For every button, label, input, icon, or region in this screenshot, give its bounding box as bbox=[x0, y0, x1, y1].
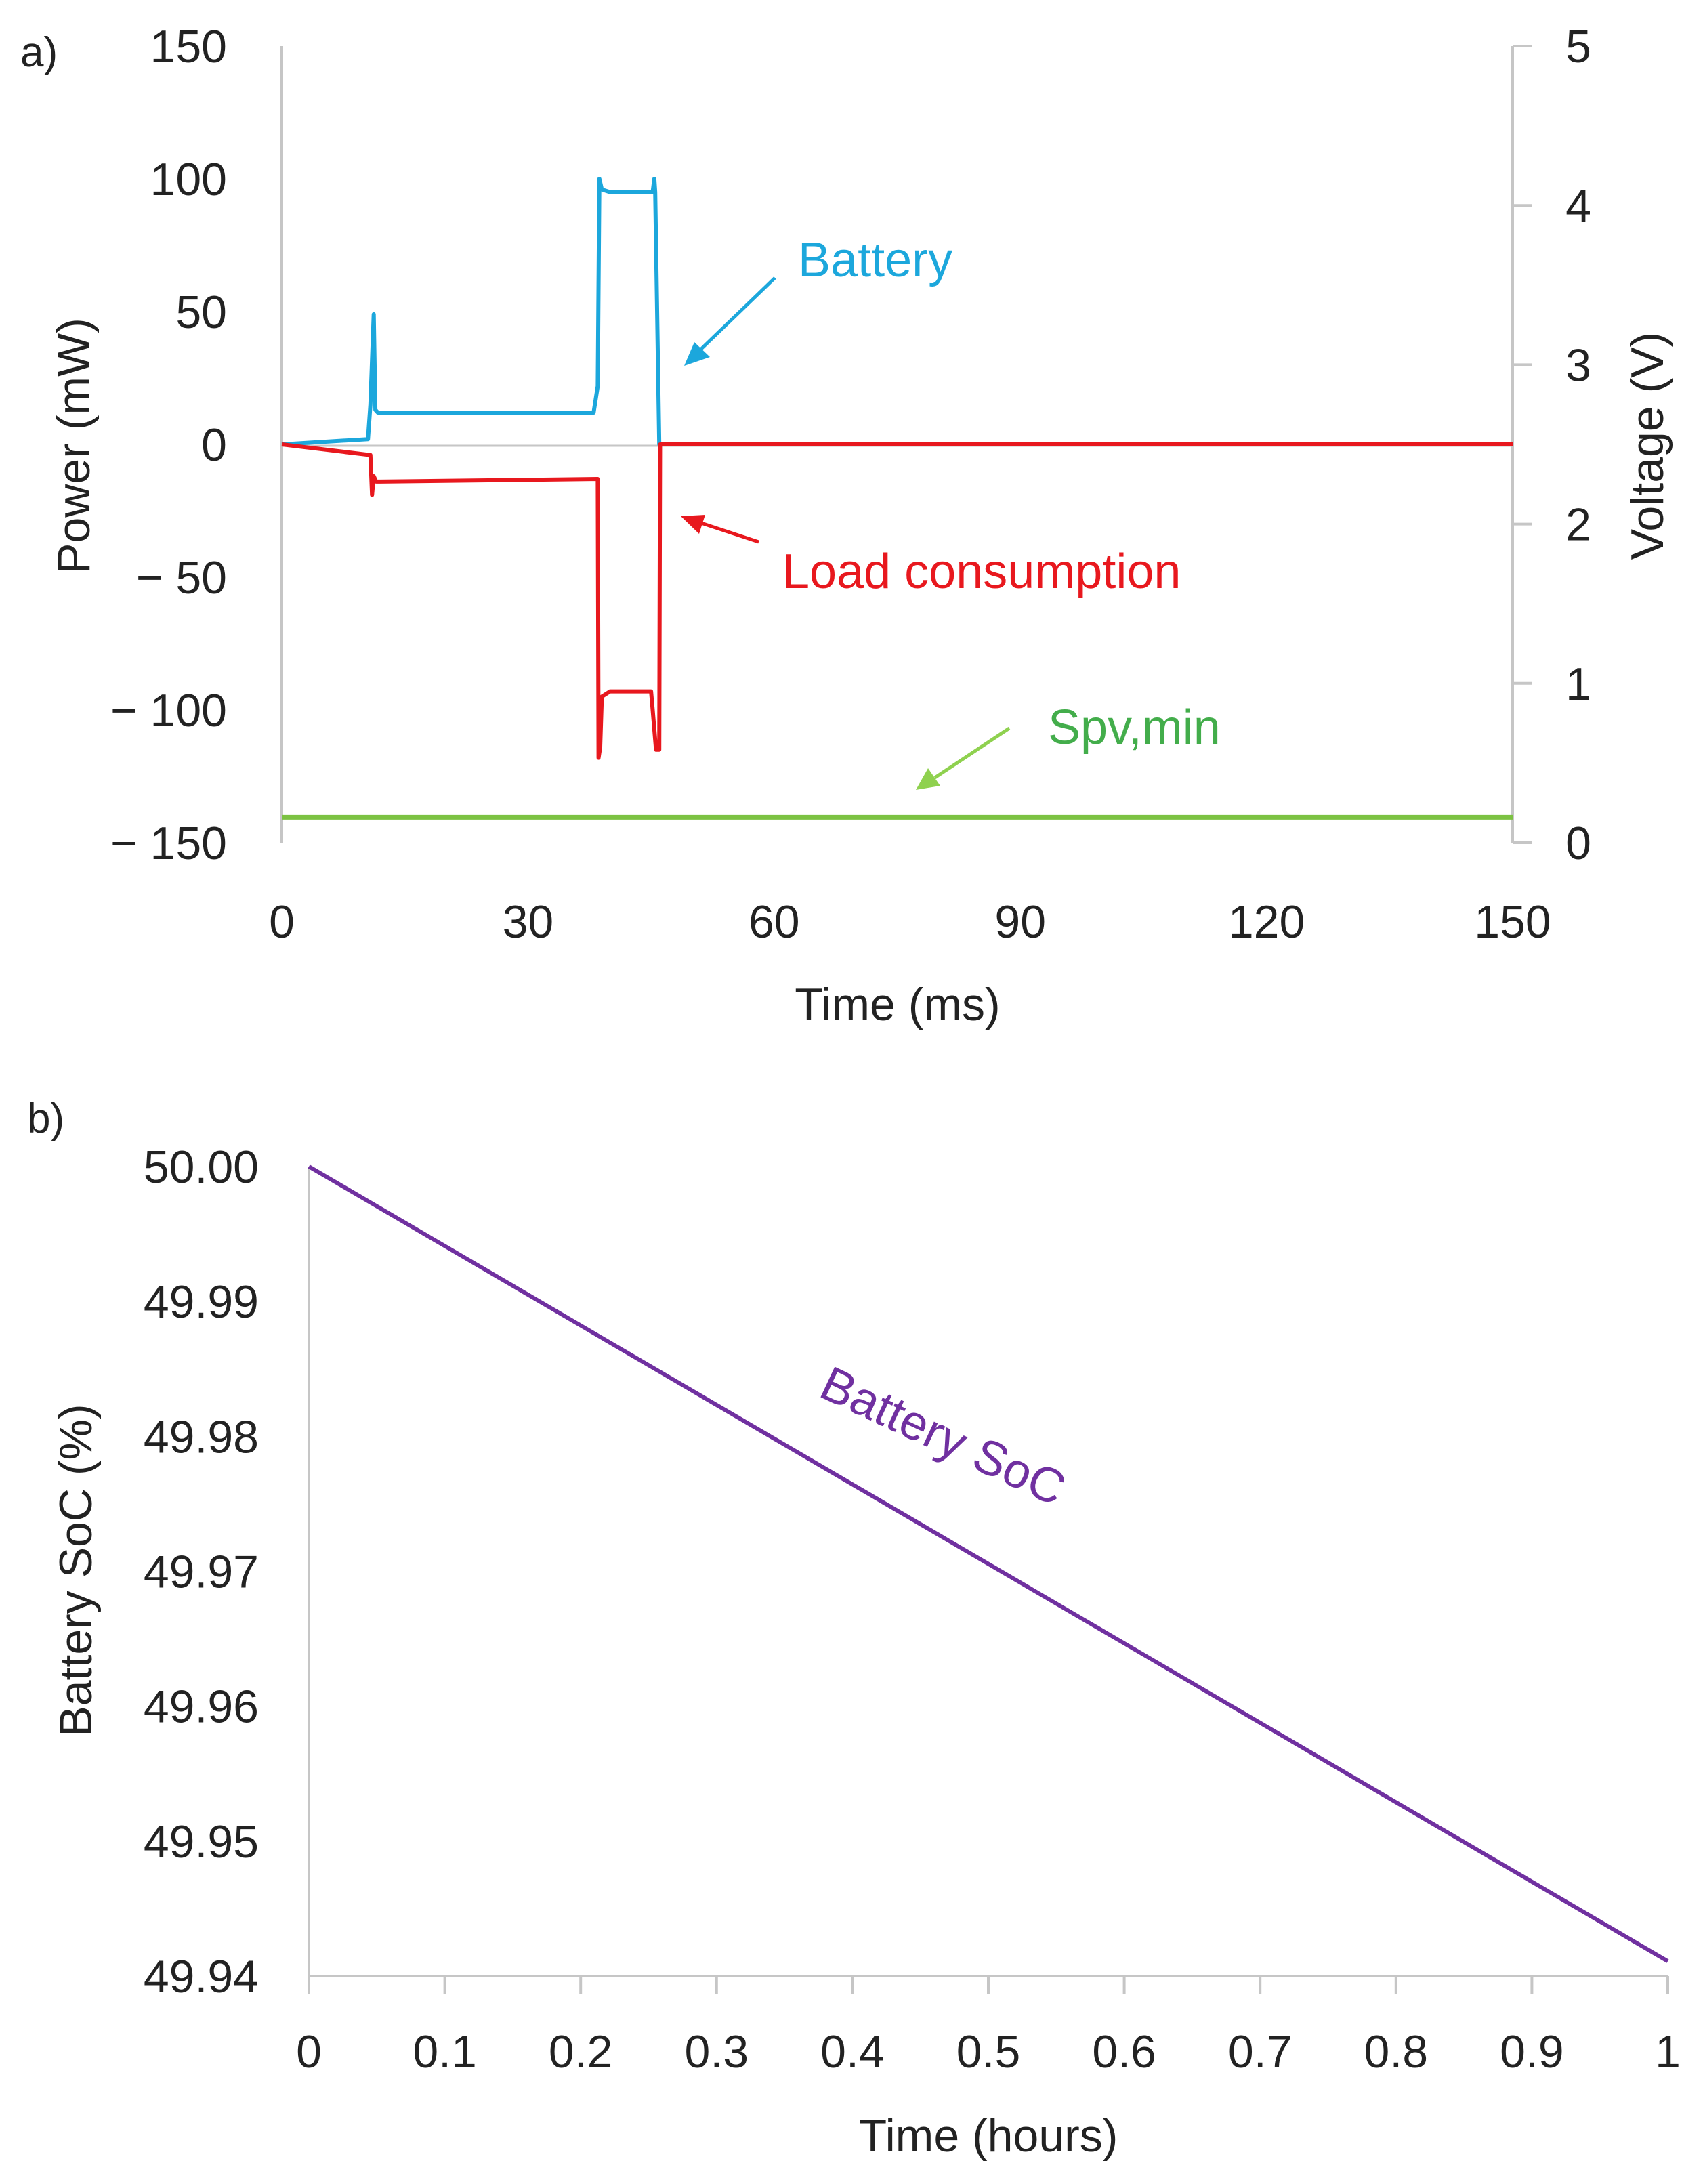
battery-arrowhead bbox=[684, 342, 710, 366]
panel-a-y-tick-label: − 50 bbox=[136, 552, 227, 604]
panel-b-x-ticks: 0 0.1 0.2 0.3 0.4 0.5 0.6 0.7 0.8 0.9 1 bbox=[296, 1976, 1681, 2078]
panel-a-y-axis-title: Power (mW) bbox=[48, 318, 100, 574]
panel-a-y-tick-label: 0 bbox=[201, 419, 227, 471]
panel-a-y-tick-label: 150 bbox=[150, 21, 227, 72]
panel-b-x-tick-label: 0.8 bbox=[1364, 2026, 1429, 2078]
panel-b-x-tick-label: 0.7 bbox=[1228, 2026, 1292, 2078]
battery-soc-annotation: Battery SoC bbox=[812, 1356, 1074, 1517]
panel-b-x-tick-label: 0.9 bbox=[1500, 2026, 1564, 2078]
panel-b-x-tick-label: 0.3 bbox=[685, 2026, 749, 2078]
panel-b-x-tick-label: 0.1 bbox=[413, 2026, 477, 2078]
panel-a-x-tick-label: 30 bbox=[503, 896, 554, 948]
panel-a-y2-tick-label: 2 bbox=[1565, 499, 1591, 551]
panel-a-power-chart: a) 150 100 50 0 − 50 − 100 − 150 5 4 3 2 1 0 0 30 60 9… bbox=[20, 21, 1673, 1030]
panel-a-y2-tick-label: 3 bbox=[1565, 339, 1591, 391]
panel-a-x-tick-label: 150 bbox=[1474, 896, 1551, 948]
series-line-battery bbox=[281, 177, 1513, 446]
panel-b-y-tick-label: 49.97 bbox=[144, 1547, 259, 1598]
panel-a-y-tick-label: 100 bbox=[150, 154, 227, 205]
panel-b-y-tick-label: 50.00 bbox=[144, 1141, 259, 1193]
panel-a-x-tick-label: 60 bbox=[749, 896, 800, 948]
panel-a-y2-tick-label: 5 bbox=[1565, 21, 1591, 72]
panel-a-y2-axis-title: Voltage (V) bbox=[1622, 332, 1673, 560]
load-consumption-arrowhead bbox=[681, 515, 705, 534]
panel-b-y-ticks: 50.00 49.99 49.98 49.97 49.96 49.95 49.94 bbox=[144, 1141, 259, 2002]
panel-b-x-tick-label: 1 bbox=[1655, 2026, 1681, 2078]
spv-min-annotation: Spv,min bbox=[1048, 700, 1221, 755]
panel-b-label: b) bbox=[27, 1095, 64, 1142]
panel-b-x-tick-label: 0.2 bbox=[549, 2026, 613, 2078]
panel-b-x-tick-label: 0 bbox=[296, 2026, 322, 2078]
panel-b-series bbox=[308, 1164, 1669, 1963]
spv-min-arrow bbox=[933, 726, 1011, 780]
panel-a-y2-ticks: 5 4 3 2 1 0 bbox=[1513, 21, 1591, 869]
load-consumption-arrow bbox=[700, 521, 759, 544]
panel-b-y-tick-label: 49.99 bbox=[144, 1276, 259, 1328]
panel-a-y2-tick-label: 1 bbox=[1565, 658, 1591, 710]
panel-b-x-tick-label: 0.4 bbox=[820, 2026, 885, 2078]
series-line-battery-soc bbox=[308, 1164, 1669, 1963]
panel-b-x-tick-label: 0.6 bbox=[1092, 2026, 1156, 2078]
panel-b-y-tick-label: 49.98 bbox=[144, 1411, 259, 1463]
panel-a-x-tick-label: 90 bbox=[994, 896, 1046, 948]
panel-b-soc-chart: b) 50.00 49.99 49.98 49.97 49.96 49.95 49.94 0… bbox=[27, 1095, 1681, 2162]
battery-arrow bbox=[696, 276, 776, 354]
panel-a-y-ticks: 150 100 50 0 − 50 − 100 − 150 bbox=[110, 21, 227, 869]
load-consumption-annotation: Load consumption bbox=[782, 545, 1181, 599]
spv-min-arrowhead bbox=[916, 768, 940, 790]
panel-b-y-tick-label: 49.96 bbox=[144, 1681, 259, 1733]
panel-a-label: a) bbox=[20, 29, 58, 76]
panel-a-y2-tick-label: 0 bbox=[1565, 818, 1591, 869]
panel-a-x-tick-label: 0 bbox=[269, 896, 295, 948]
panel-a-x-tick-label: 120 bbox=[1228, 896, 1305, 948]
battery-annotation: Battery bbox=[798, 233, 952, 287]
panel-a-x-ticks: 0 30 60 90 120 150 bbox=[269, 896, 1551, 948]
panel-b-y-tick-label: 49.95 bbox=[144, 1816, 259, 1868]
panel-a-series bbox=[281, 177, 1513, 820]
panel-b-x-axis-title: Time (hours) bbox=[859, 2110, 1118, 2162]
panel-a-y-tick-label: − 150 bbox=[110, 818, 227, 869]
panel-a-x-axis-title: Time (ms) bbox=[795, 979, 1000, 1030]
series-line-load-consumption bbox=[281, 442, 1513, 760]
panel-b-x-tick-label: 0.5 bbox=[956, 2026, 1021, 2078]
panel-b-y-tick-label: 49.94 bbox=[144, 1951, 259, 2002]
panel-b-y-axis-title: Battery SoC (%) bbox=[50, 1404, 102, 1736]
panel-a-y-tick-label: 50 bbox=[175, 287, 227, 338]
panel-a-y-tick-label: − 100 bbox=[110, 685, 227, 736]
panel-a-y2-tick-label: 4 bbox=[1565, 180, 1591, 232]
